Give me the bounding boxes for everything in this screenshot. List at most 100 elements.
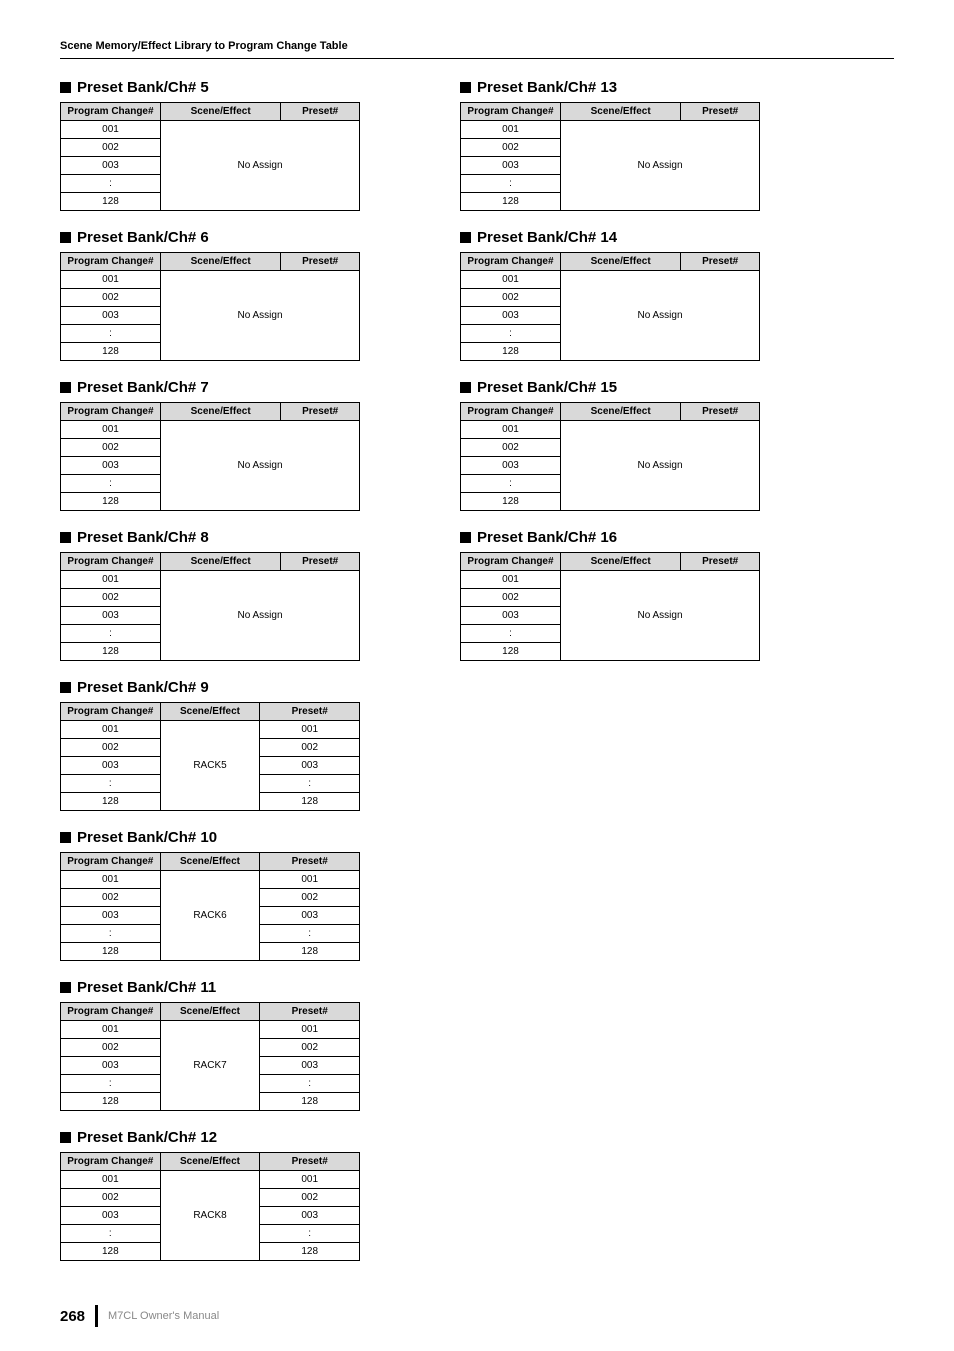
no-assign-cell: No Assign <box>161 271 360 361</box>
table-row: 001No Assign <box>461 271 760 289</box>
manual-name: M7CL Owner's Manual <box>108 1310 219 1322</box>
square-icon <box>60 382 71 393</box>
table-row: 001No Assign <box>61 421 360 439</box>
col-header: Program Change# <box>461 553 561 571</box>
table-row: 001No Assign <box>61 571 360 589</box>
preset-table: Program Change#Scene/EffectPreset#001RAC… <box>60 1002 360 1111</box>
preset-table: Program Change#Scene/EffectPreset#001No … <box>60 552 360 661</box>
program-change-cell: 002 <box>61 139 161 157</box>
square-icon <box>60 532 71 543</box>
program-change-cell: : <box>61 775 161 793</box>
preset-cell: 128 <box>260 793 360 811</box>
program-change-cell: 001 <box>61 1021 161 1039</box>
program-change-cell: 002 <box>461 289 561 307</box>
preset-cell: : <box>260 775 360 793</box>
page-footer: 268 M7CL Owner's Manual <box>60 1305 219 1327</box>
preset-table: Program Change#Scene/EffectPreset#001No … <box>460 552 760 661</box>
section-title: Preset Bank/Ch# 10 <box>60 829 400 846</box>
program-change-cell: : <box>61 625 161 643</box>
program-change-cell: 001 <box>61 271 161 289</box>
program-change-cell: 003 <box>61 607 161 625</box>
col-header: Preset# <box>281 253 360 271</box>
square-icon <box>60 682 71 693</box>
page-header: Scene Memory/Effect Library to Program C… <box>60 40 894 59</box>
program-change-cell: 001 <box>61 121 161 139</box>
col-header: Program Change# <box>61 1153 161 1171</box>
preset-cell: 128 <box>260 1093 360 1111</box>
program-change-cell: : <box>461 175 561 193</box>
left-column: Preset Bank/Ch# 5Program Change#Scene/Ef… <box>60 79 400 1279</box>
program-change-cell: 003 <box>61 1207 161 1225</box>
preset-cell: 003 <box>260 907 360 925</box>
program-change-cell: 128 <box>61 343 161 361</box>
no-assign-cell: No Assign <box>161 421 360 511</box>
no-assign-cell: No Assign <box>561 571 760 661</box>
section-title-text: Preset Bank/Ch# 8 <box>77 529 209 546</box>
square-icon <box>60 82 71 93</box>
program-change-cell: 001 <box>61 871 161 889</box>
preset-bank-section: Preset Bank/Ch# 11 Program Change#Scene/E… <box>60 979 400 1111</box>
col-header: Preset# <box>260 1003 360 1021</box>
col-header: Scene/Effect <box>161 103 281 121</box>
no-assign-cell: No Assign <box>161 571 360 661</box>
preset-cell: : <box>260 1075 360 1093</box>
program-change-cell: 003 <box>61 307 161 325</box>
section-title-text: Preset Bank/Ch# 13 <box>477 79 617 96</box>
section-title-text: Preset Bank/Ch# 6 <box>77 229 209 246</box>
program-change-cell: : <box>61 325 161 343</box>
program-change-cell: 002 <box>61 739 161 757</box>
col-header: Scene/Effect <box>160 1003 260 1021</box>
section-title: Preset Bank/Ch# 16 <box>460 529 800 546</box>
program-change-cell: : <box>461 625 561 643</box>
section-title-text: Preset Bank/Ch# 9 <box>77 679 209 696</box>
section-title: Preset Bank/Ch# 13 <box>460 79 800 96</box>
program-change-cell: 002 <box>61 889 161 907</box>
program-change-cell: 003 <box>461 157 561 175</box>
program-change-cell: 002 <box>61 439 161 457</box>
section-title-text: Preset Bank/Ch# 11 <box>77 979 216 996</box>
col-header: Preset# <box>260 853 360 871</box>
program-change-cell: : <box>461 475 561 493</box>
program-change-cell: 002 <box>61 1039 161 1057</box>
program-change-cell: : <box>61 1225 161 1243</box>
preset-table: Program Change#Scene/EffectPreset#001No … <box>60 102 360 211</box>
program-change-cell: 003 <box>461 607 561 625</box>
section-title-text: Preset Bank/Ch# 7 <box>77 379 209 396</box>
square-icon <box>460 532 471 543</box>
program-change-cell: : <box>461 325 561 343</box>
no-assign-cell: No Assign <box>561 271 760 361</box>
col-header: Program Change# <box>61 1003 161 1021</box>
col-header: Preset# <box>281 103 360 121</box>
col-header: Preset# <box>281 553 360 571</box>
preset-cell: 001 <box>260 1021 360 1039</box>
program-change-cell: 128 <box>61 1093 161 1111</box>
col-header: Scene/Effect <box>160 853 260 871</box>
preset-cell: 002 <box>260 1189 360 1207</box>
section-title: Preset Bank/Ch# 12 <box>60 1129 400 1146</box>
table-row: 001No Assign <box>461 121 760 139</box>
no-assign-cell: No Assign <box>561 421 760 511</box>
table-row: 001No Assign <box>461 421 760 439</box>
square-icon <box>460 232 471 243</box>
program-change-cell: 002 <box>61 589 161 607</box>
page-number: 268 <box>60 1308 85 1325</box>
section-title-text: Preset Bank/Ch# 16 <box>477 529 617 546</box>
col-header: Scene/Effect <box>561 103 681 121</box>
no-assign-cell: No Assign <box>561 121 760 211</box>
preset-cell: 001 <box>260 871 360 889</box>
program-change-cell: 128 <box>61 793 161 811</box>
program-change-cell: 003 <box>61 157 161 175</box>
program-change-cell: 003 <box>61 457 161 475</box>
right-column: Preset Bank/Ch# 13Program Change#Scene/E… <box>460 79 800 1279</box>
col-header: Preset# <box>681 253 760 271</box>
col-header: Scene/Effect <box>161 553 281 571</box>
rack-cell: RACK8 <box>160 1171 260 1261</box>
preset-cell: 002 <box>260 739 360 757</box>
program-change-cell: 003 <box>61 1057 161 1075</box>
table-row: 001No Assign <box>61 271 360 289</box>
table-row: 001RACK6001 <box>61 871 360 889</box>
square-icon <box>60 1132 71 1143</box>
col-header: Program Change# <box>61 553 161 571</box>
col-header: Preset# <box>260 1153 360 1171</box>
program-change-cell: 128 <box>461 493 561 511</box>
